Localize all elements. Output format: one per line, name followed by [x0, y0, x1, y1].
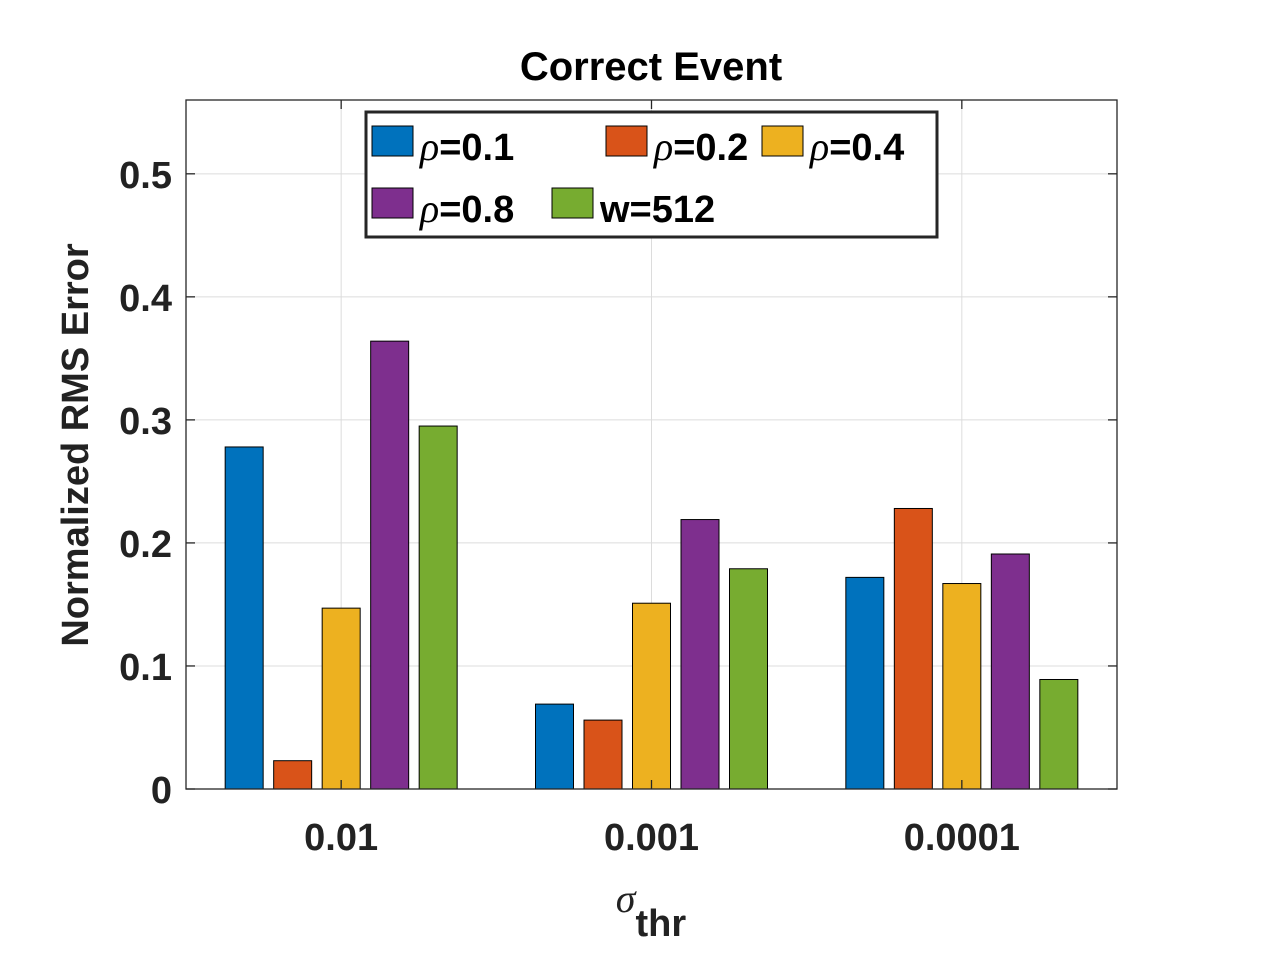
bar	[990, 553, 1030, 790]
y-tick-label: 0.1	[119, 647, 172, 689]
x-tick-label: 0.01	[304, 817, 378, 859]
legend-box	[364, 110, 939, 239]
legend: ρ=0.1 ρ=0.2 ρ=0.4 ρ=0.8 w=512	[364, 110, 939, 239]
x-axis-label: σthr	[616, 876, 687, 945]
bar	[893, 507, 933, 790]
legend-swatch	[605, 125, 648, 157]
legend-swatch	[371, 187, 414, 219]
legend-swatch	[551, 187, 594, 219]
legend-label: ρ=0.4	[808, 124, 904, 169]
y-tick-label: 0.2	[119, 524, 172, 566]
legend-label: ρ=0.2	[652, 124, 748, 169]
y-tick-labels: 0 0.1 0.2 0.3 0.4 0.5	[119, 155, 1117, 812]
bar	[583, 719, 623, 790]
legend-swatch	[761, 125, 804, 157]
legend-label: ρ=0.8	[418, 186, 514, 231]
x-tick-label: 0.001	[604, 817, 699, 859]
bar	[632, 602, 671, 790]
bar	[535, 703, 574, 790]
y-tick-label: 0	[151, 770, 172, 812]
legend-swatch	[371, 125, 414, 157]
bar	[680, 519, 720, 790]
legend-item: ρ=0.8	[371, 186, 514, 231]
x-axis-label-symbol: σ	[616, 876, 637, 921]
x-axis-label-subscript: thr	[636, 903, 687, 945]
bar	[729, 568, 768, 790]
y-tick-label: 0.4	[119, 278, 172, 320]
y-tick-label: 0.3	[119, 401, 172, 443]
y-axis-label: Normalized RMS Error	[55, 243, 97, 647]
legend-item: ρ=0.2	[605, 124, 748, 169]
bar	[845, 576, 885, 790]
bar	[418, 425, 458, 790]
legend-item: ρ=0.1	[371, 124, 514, 169]
x-tick-label: 0.0001	[904, 817, 1020, 859]
bar	[321, 607, 361, 790]
bar	[1039, 678, 1079, 790]
y-tick-label: 0.5	[119, 155, 172, 197]
legend-label: w=512	[599, 189, 715, 231]
legend-item: w=512	[551, 187, 715, 231]
x-tick-labels: 0.01 0.001 0.0001	[304, 100, 1020, 859]
legend-item: ρ=0.4	[761, 124, 904, 169]
chart-title: Correct Event	[520, 45, 782, 89]
bars	[224, 340, 1079, 790]
bar	[370, 340, 410, 790]
bar	[942, 583, 982, 790]
bar	[224, 446, 264, 790]
legend-label: ρ=0.1	[418, 124, 514, 169]
bar	[273, 760, 313, 790]
